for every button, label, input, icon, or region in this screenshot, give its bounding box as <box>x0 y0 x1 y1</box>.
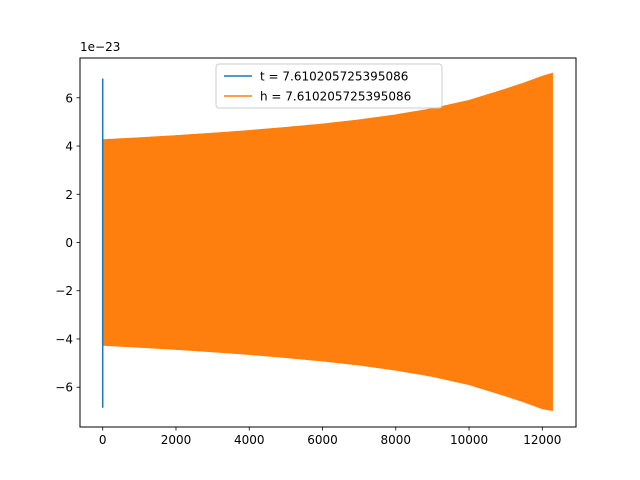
x-tick-label: 8000 <box>380 433 411 447</box>
y-tick-label: 6 <box>65 91 73 105</box>
series-h-oscillation <box>101 72 553 412</box>
x-tick-label: 0 <box>99 433 107 447</box>
y-tick-label: 0 <box>65 236 73 250</box>
y-tick-label: 2 <box>65 188 73 202</box>
x-tick-label: 6000 <box>307 433 338 447</box>
y-tick-label: −2 <box>55 284 73 298</box>
legend-label: h = 7.610205725395086 <box>260 90 411 104</box>
plot-area <box>101 72 553 412</box>
y-axis-offset-label: 1e−23 <box>80 40 120 54</box>
legend: t = 7.610205725395086 h = 7.6102057253950… <box>215 63 443 109</box>
y-axis: −6 −4 −2 0 2 4 6 <box>55 91 80 395</box>
y-tick-label: −6 <box>55 381 73 395</box>
x-tick-label: 2000 <box>161 433 192 447</box>
legend-box <box>215 63 443 109</box>
x-axis: 0 2000 4000 6000 8000 10000 12000 <box>99 427 561 447</box>
x-tick-label: 12000 <box>523 433 561 447</box>
y-tick-label: −4 <box>55 332 73 346</box>
x-tick-label: 10000 <box>450 433 488 447</box>
y-tick-label: 4 <box>65 140 73 154</box>
x-tick-label: 4000 <box>234 433 265 447</box>
legend-label: t = 7.610205725395086 <box>260 70 408 84</box>
